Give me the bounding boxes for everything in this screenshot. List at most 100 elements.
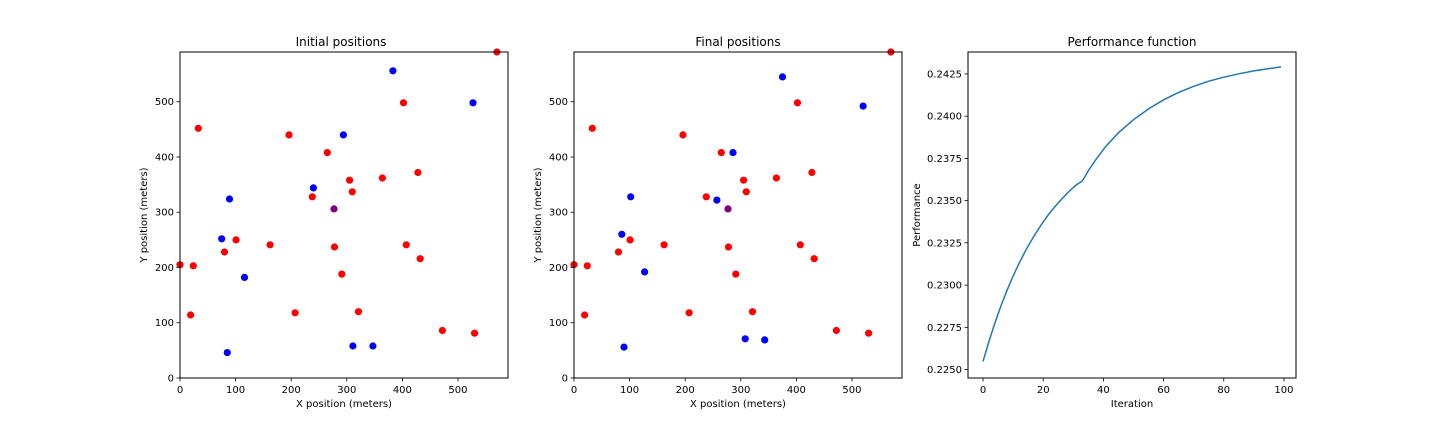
data-point [414,168,422,177]
x-tick-label: 0 [980,385,986,396]
axes-frame [573,51,903,379]
data-point [724,205,732,213]
x-axis-ticks: 0 20 40 60 80 100 [980,378,1294,396]
y-tick-label: 300 [549,208,568,219]
data-point [741,335,749,343]
data-point [748,308,757,316]
y-tick-label: 200 [549,263,568,274]
x-tick-label: 100 [1274,385,1293,396]
data-point [187,311,195,319]
data-point [389,67,397,75]
x-tick-label: 500 [448,385,467,396]
x-axis-label: X position (meters) [690,399,786,410]
data-point [627,193,635,201]
data-point [742,188,750,196]
data-point [793,99,802,107]
performance-line [982,66,1282,362]
data-point [189,262,197,270]
y-tick-label: 0.2275 [927,323,962,334]
data-point [285,131,293,139]
data-point [724,243,733,251]
data-point [772,174,781,182]
data-point [308,193,316,201]
data-point [330,205,338,213]
y-axis-label: Y position (meters) [139,167,150,263]
y-tick-label: 500 [155,97,174,108]
y-tick-label: 100 [155,318,174,329]
data-point [660,241,668,249]
data-point [626,236,634,244]
data-point [796,241,804,249]
y-axis-label: Performance [912,183,923,246]
chart-title: Final positions [695,35,780,49]
x-tick-label: 300 [337,385,356,396]
data-point [614,248,623,256]
y-tick-label: 0.2400 [927,112,962,123]
data-point [810,255,818,263]
y-tick-label: 0.2325 [927,238,962,249]
data-point [223,349,231,357]
data-point [618,230,626,238]
x-axis-ticks: 0 100 200 300 400 500 [177,378,468,396]
y-axis-ticks: 0 100 200 300 400 500 [155,97,180,385]
data-point [729,149,737,157]
y-tick-label: 0 [168,374,174,385]
y-tick-label: 0.2375 [927,154,962,165]
y-axis-ticks: 0.2250 0.2275 0.2300 0.2325 0.2350 0.2375 0.24… [927,69,968,376]
x-tick-label: 60 [1157,385,1170,396]
x-tick-label: 40 [1097,385,1110,396]
chart-title: Performance function [1068,35,1197,49]
data-point [240,273,249,281]
data-point [865,329,873,337]
scatter-markers [176,48,501,357]
chart-title: Initial positions [296,35,387,49]
data-point [620,343,628,351]
series-line [982,66,1282,362]
data-point [354,308,363,316]
data-point [402,241,410,249]
data-point [330,243,339,251]
x-tick-label: 400 [393,385,412,396]
y-tick-label: 0.2300 [927,281,962,292]
data-point [225,195,234,203]
data-point [808,168,816,177]
data-point [378,174,386,182]
x-axis-label: X position (meters) [296,399,392,410]
data-point [469,99,477,107]
data-point [416,255,424,263]
data-point [346,176,354,184]
performance-function-chart: Performance function 0 20 40 60 80 100 0.2250… [912,35,1297,410]
data-point [369,342,377,350]
data-point [583,262,591,270]
x-tick-label: 20 [1037,385,1050,396]
y-tick-label: 0.2350 [927,196,962,207]
y-tick-label: 0 [562,374,568,385]
data-point [581,311,589,319]
data-point [194,124,202,132]
data-point [348,188,356,196]
data-point [220,248,229,256]
data-point [588,124,596,132]
data-point [349,342,357,350]
data-point [832,326,841,335]
x-tick-label: 80 [1217,385,1230,396]
data-point [732,270,740,278]
data-point [471,329,479,337]
data-point [778,73,787,81]
data-point [717,149,725,157]
x-tick-label: 100 [620,385,639,396]
x-tick-label: 400 [787,385,806,396]
y-tick-label: 0.2250 [927,365,962,376]
data-point [218,235,226,243]
x-axis-ticks: 0 100 200 300 400 500 [571,378,862,396]
data-point [232,236,240,244]
x-tick-label: 300 [731,385,750,396]
data-point [266,241,274,249]
data-point [641,268,649,276]
y-axis-ticks: 0 100 200 300 400 500 [549,97,574,385]
data-point [438,326,446,335]
x-tick-label: 0 [571,385,577,396]
y-tick-label: 500 [549,97,568,108]
data-point [740,176,748,184]
